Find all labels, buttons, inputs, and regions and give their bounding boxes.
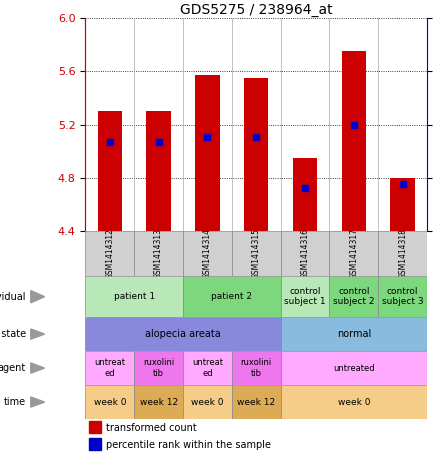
Bar <box>146 111 171 231</box>
Text: transformed count: transformed count <box>106 423 197 433</box>
Bar <box>183 351 232 385</box>
Bar <box>378 276 427 317</box>
Text: disease state: disease state <box>0 329 26 339</box>
Text: GSM1414314: GSM1414314 <box>203 228 212 279</box>
Bar <box>293 158 317 231</box>
Bar <box>281 276 329 317</box>
Title: GDS5275 / 238964_at: GDS5275 / 238964_at <box>180 3 332 17</box>
Text: GSM1414316: GSM1414316 <box>300 228 310 279</box>
Point <box>399 181 406 188</box>
Bar <box>134 385 183 419</box>
Bar <box>378 231 427 276</box>
Text: time: time <box>4 397 26 407</box>
Bar <box>281 385 427 419</box>
Bar <box>98 111 122 231</box>
Text: untreated: untreated <box>333 364 374 372</box>
Polygon shape <box>31 329 45 339</box>
Bar <box>244 78 268 231</box>
Polygon shape <box>31 291 45 303</box>
Point <box>253 134 260 141</box>
Bar <box>85 317 281 351</box>
Bar <box>134 231 183 276</box>
Text: week 0: week 0 <box>191 398 224 406</box>
Text: untreat
ed: untreat ed <box>94 358 125 378</box>
Polygon shape <box>31 397 45 407</box>
Point <box>155 138 162 145</box>
Text: percentile rank within the sample: percentile rank within the sample <box>106 439 271 449</box>
Bar <box>85 385 134 419</box>
Text: GSM1414313: GSM1414313 <box>154 228 163 279</box>
Point <box>301 185 308 192</box>
Bar <box>281 317 427 351</box>
Bar <box>183 385 232 419</box>
Bar <box>232 351 281 385</box>
Text: control
subject 2: control subject 2 <box>333 287 374 306</box>
Polygon shape <box>31 363 45 373</box>
Text: GSM1414312: GSM1414312 <box>105 228 114 279</box>
Point <box>350 121 357 128</box>
Text: patient 2: patient 2 <box>211 292 252 301</box>
Text: control
subject 1: control subject 1 <box>284 287 326 306</box>
Bar <box>85 351 134 385</box>
Bar <box>89 439 101 450</box>
Bar <box>232 385 281 419</box>
Text: week 12: week 12 <box>237 398 276 406</box>
Bar <box>281 231 329 276</box>
Text: normal: normal <box>337 329 371 339</box>
Bar <box>85 231 134 276</box>
Text: week 0: week 0 <box>94 398 126 406</box>
Text: alopecia areata: alopecia areata <box>145 329 221 339</box>
Point <box>106 138 113 145</box>
Text: GSM1414315: GSM1414315 <box>252 228 261 279</box>
Text: ruxolini
tib: ruxolini tib <box>240 358 272 378</box>
Text: ruxolini
tib: ruxolini tib <box>143 358 174 378</box>
Bar <box>329 231 378 276</box>
Text: patient 1: patient 1 <box>113 292 155 301</box>
Bar <box>232 231 281 276</box>
Bar <box>281 351 427 385</box>
Text: untreat
ed: untreat ed <box>192 358 223 378</box>
Text: control
subject 3: control subject 3 <box>382 287 424 306</box>
Bar <box>183 231 232 276</box>
Point <box>204 134 211 141</box>
Bar <box>390 178 415 231</box>
Bar <box>89 421 101 433</box>
Text: GSM1414318: GSM1414318 <box>398 228 407 279</box>
Text: agent: agent <box>0 363 26 373</box>
Bar <box>342 51 366 231</box>
Text: week 12: week 12 <box>140 398 178 406</box>
Bar <box>85 276 183 317</box>
Bar <box>183 276 281 317</box>
Text: week 0: week 0 <box>338 398 370 406</box>
Bar <box>195 75 219 231</box>
Text: individual: individual <box>0 292 26 302</box>
Bar <box>329 276 378 317</box>
Bar <box>134 351 183 385</box>
Text: GSM1414317: GSM1414317 <box>350 228 358 279</box>
